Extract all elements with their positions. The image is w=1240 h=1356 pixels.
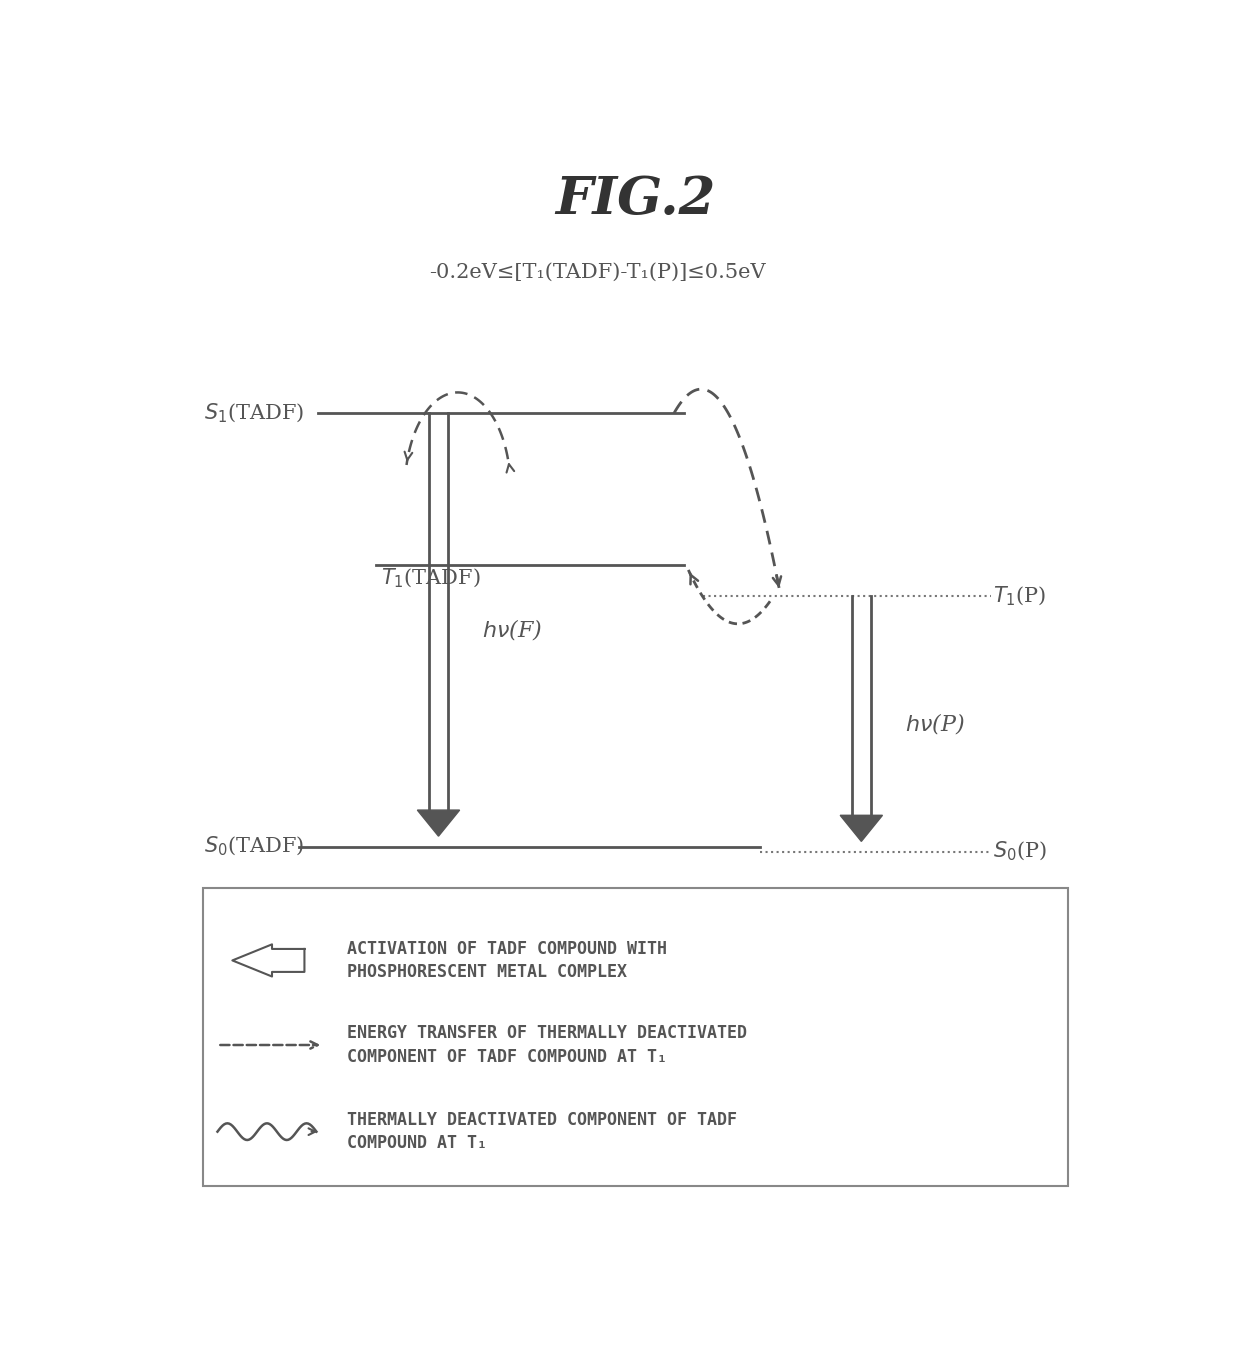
Text: $T_1$(P): $T_1$(P) <box>993 584 1047 607</box>
Text: PHOSPHORESCENT
METAL COMPLEX: PHOSPHORESCENT METAL COMPLEX <box>817 892 982 937</box>
Text: $S_1$(TADF): $S_1$(TADF) <box>203 401 304 424</box>
Text: TADF COMPOUND: TADF COMPOUND <box>463 895 616 914</box>
Text: $T_1$(TADF): $T_1$(TADF) <box>381 567 480 590</box>
Text: $S_0$(TADF): $S_0$(TADF) <box>203 835 304 858</box>
Bar <box>203 888 1068 1186</box>
Text: FIG.2: FIG.2 <box>556 174 715 225</box>
Text: $h\nu$(F): $h\nu$(F) <box>481 617 542 643</box>
Text: ENERGY TRANSFER OF THERMALLY DEACTIVATED
COMPONENT OF TADF COMPOUND AT T₁: ENERGY TRANSFER OF THERMALLY DEACTIVATED… <box>347 1024 748 1066</box>
Text: ACTIVATION OF TADF COMPOUND WITH
PHOSPHORESCENT METAL COMPLEX: ACTIVATION OF TADF COMPOUND WITH PHOSPHO… <box>347 940 667 982</box>
Text: $h\nu$(P): $h\nu$(P) <box>905 712 965 736</box>
Text: -0.2eV≤[T₁(TADF)-T₁(P)]≤0.5eV: -0.2eV≤[T₁(TADF)-T₁(P)]≤0.5eV <box>429 263 765 282</box>
Polygon shape <box>841 815 883 841</box>
Text: $S_0$(P): $S_0$(P) <box>993 841 1047 864</box>
Polygon shape <box>418 810 460 837</box>
Text: THERMALLY DEACTIVATED COMPONENT OF TADF
COMPOUND AT T₁: THERMALLY DEACTIVATED COMPONENT OF TADF … <box>347 1111 738 1153</box>
